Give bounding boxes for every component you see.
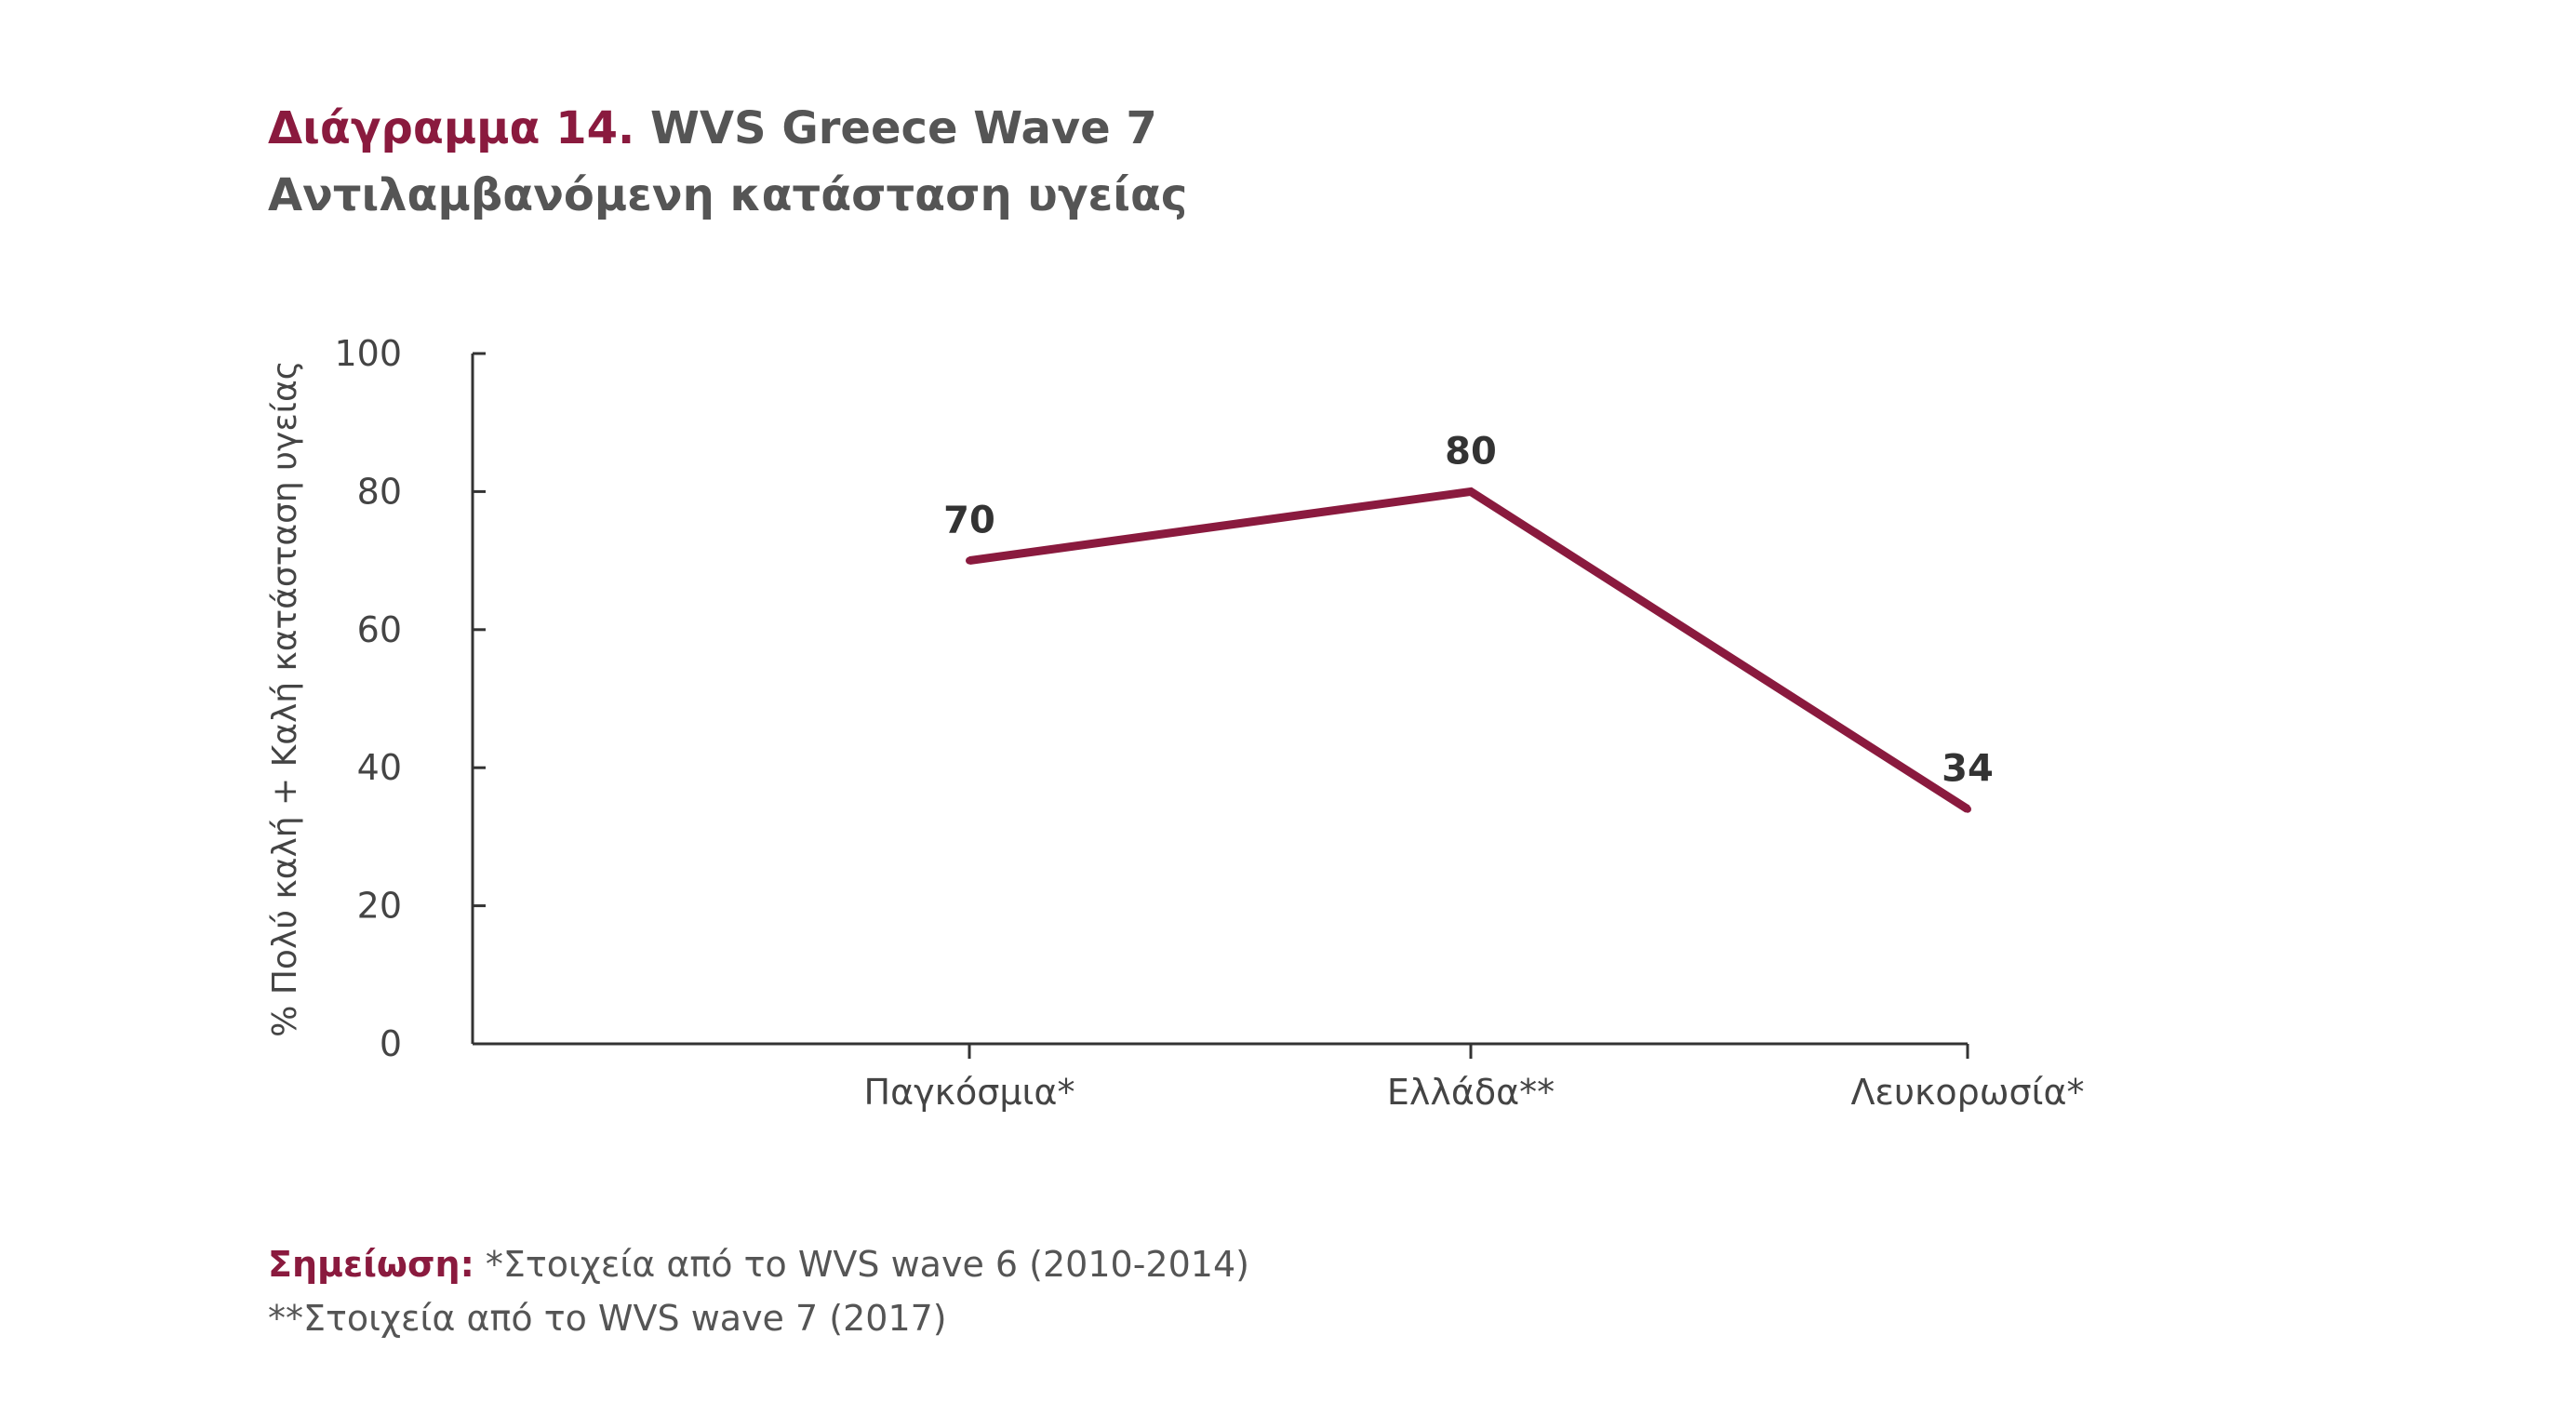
x-tick-label: Ελλάδα**	[1387, 1072, 1555, 1113]
chart-subtitle: Αντιλαμβανόμενη κατάσταση υγείας	[268, 169, 1188, 221]
y-tick-label: 40	[357, 747, 402, 788]
chart-title-text: WVS Greece Wave 7	[649, 102, 1157, 154]
y-tick-label: 100	[334, 333, 402, 374]
data-label: 70	[943, 500, 995, 542]
data-label: 80	[1445, 430, 1497, 473]
note-label: Σημείωση:	[268, 1244, 474, 1285]
x-tick-label: Λευκορωσία*	[1850, 1072, 2084, 1113]
data-point	[966, 556, 973, 565]
chart-title: Διάγραμμα 14. WVS Greece Wave 7	[268, 95, 1187, 162]
y-tick-label: 20	[357, 886, 402, 927]
data-point	[1964, 805, 1971, 813]
y-tick-label: 60	[357, 609, 402, 650]
x-tick-label: Παγκόσμια*	[864, 1072, 1075, 1113]
y-tick-label: 80	[357, 471, 402, 512]
note-line-1: Σημείωση: *Στοιχεία από το WVS wave 6 (2…	[268, 1237, 1249, 1291]
data-label: 34	[1942, 748, 1994, 791]
note-line-2: **Στοιχεία από το WVS wave 7 (2017)	[268, 1298, 947, 1339]
line-chart: 0 20 40 60 80 100 Παγκόσμια* Ελλάδα** Λευκορωσία…	[266, 333, 2085, 1113]
data-point	[1467, 487, 1475, 496]
note: Σημείωση: *Στοιχεία από το WVS wave 6 (2…	[268, 1237, 1249, 1345]
y-tick-label: 0	[380, 1023, 402, 1064]
y-axis-title: % Πολύ καλή + Καλή κατάσταση υγείας	[266, 360, 304, 1037]
series-line	[968, 487, 1970, 813]
note-text-1: *Στοιχεία από το WVS wave 6 (2010-2014)	[485, 1244, 1249, 1285]
chart-number: Διάγραμμα 14.	[268, 102, 635, 154]
chart-title-block: Διάγραμμα 14. WVS Greece Wave 7 Αντιλαμβ…	[268, 95, 1187, 229]
